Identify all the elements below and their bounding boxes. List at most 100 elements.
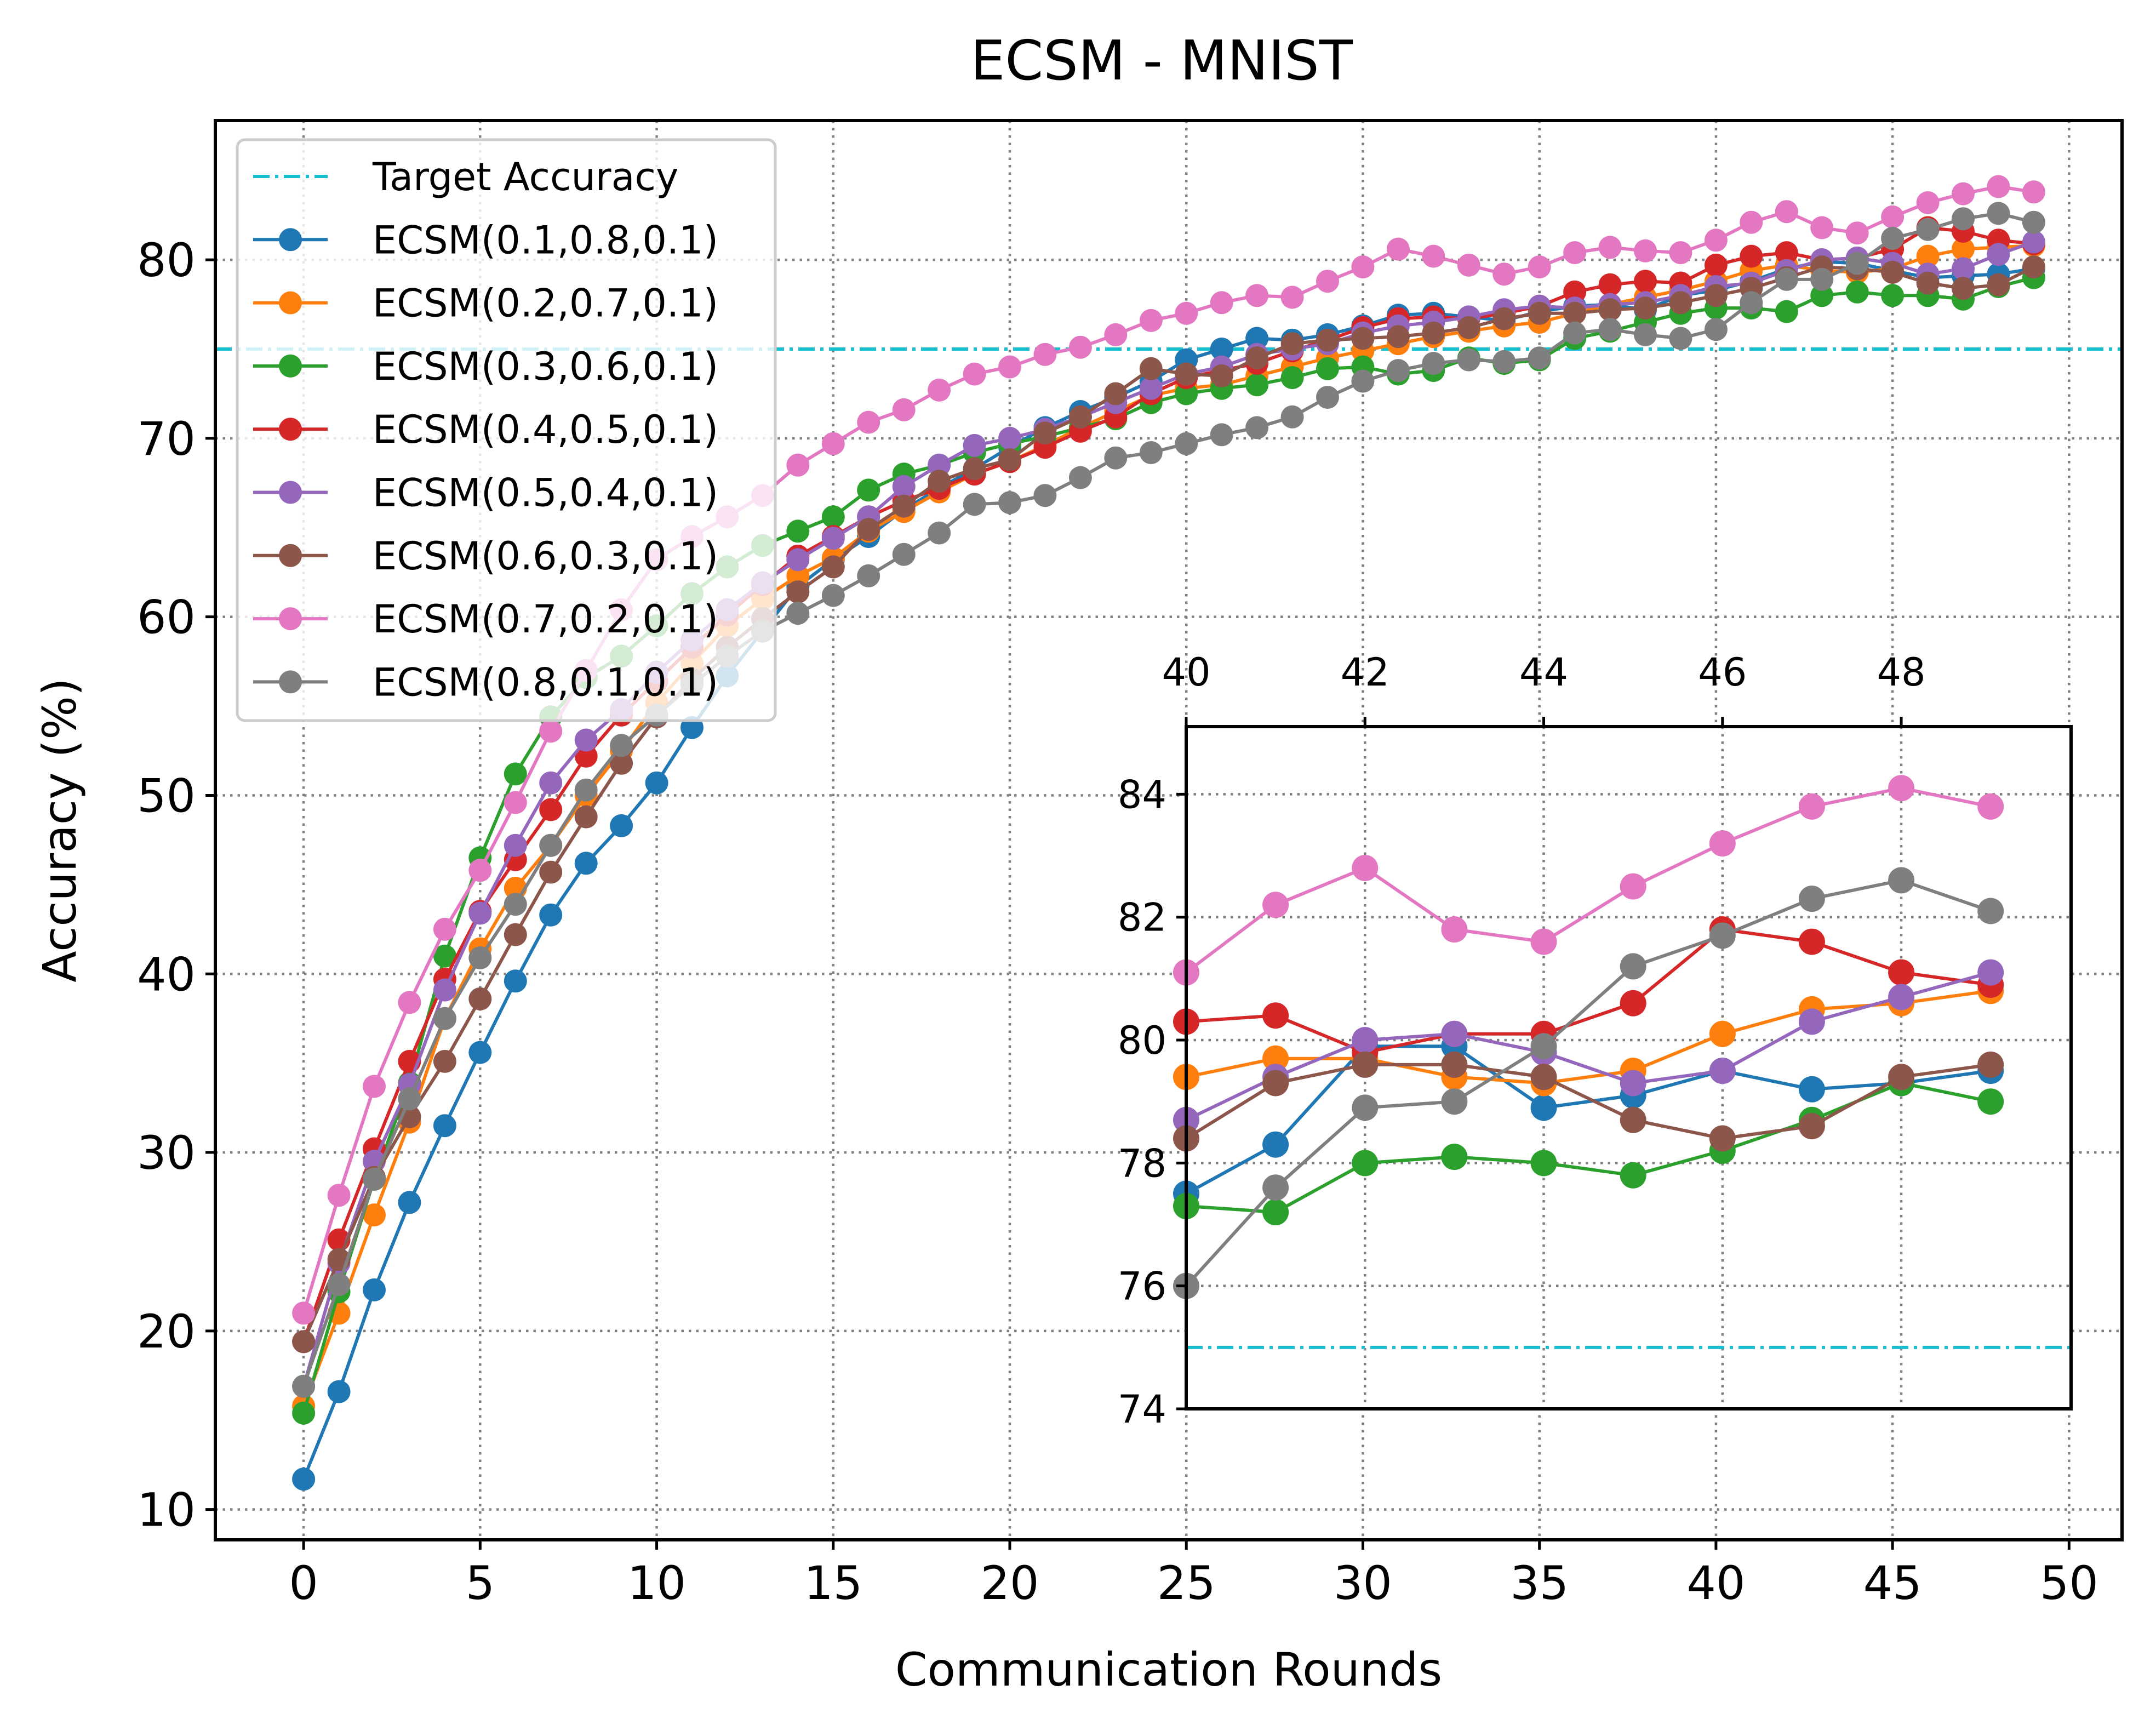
data-point — [574, 728, 598, 752]
data-point — [363, 1203, 386, 1227]
inset-data-point — [1352, 855, 1379, 881]
data-point — [1245, 416, 1269, 439]
inset-series-5 — [1173, 959, 2004, 1133]
inset-plot: 40 42 44 46 48 74 76 78 80 82 84 — [1118, 650, 2073, 1432]
data-point — [539, 860, 563, 884]
y-tick-label: 70 — [137, 412, 196, 466]
inset-data-point — [1352, 1150, 1379, 1177]
data-point — [786, 602, 810, 625]
data-point — [1528, 255, 1551, 279]
data-point — [1139, 309, 1163, 332]
data-point — [1175, 301, 1198, 325]
data-point — [1952, 237, 1975, 261]
data-point — [433, 1007, 456, 1030]
data-point — [1810, 216, 1834, 239]
data-point — [1280, 285, 1304, 309]
data-point — [892, 494, 916, 518]
data-point — [1422, 352, 1445, 375]
inset-series-line — [1185, 878, 1992, 1287]
main-y-ticks: 10 20 30 40 50 60 70 80 — [137, 233, 215, 1537]
data-point — [928, 378, 951, 402]
y-tick-label: 30 — [137, 1126, 196, 1180]
data-point — [1634, 270, 1657, 293]
data-point — [1139, 376, 1163, 400]
data-point — [1704, 284, 1728, 307]
data-point — [1987, 273, 2010, 296]
inset-data-point — [1888, 984, 1915, 1010]
inset-data-point — [1709, 1125, 1736, 1152]
inset-series-line — [1185, 970, 1991, 1122]
inset-series — [1173, 775, 2004, 1299]
data-point — [821, 584, 845, 607]
data-point — [1457, 348, 1480, 372]
data-point — [1210, 338, 1233, 361]
inset-data-point — [1888, 1064, 1915, 1090]
inset-data-point — [1352, 1051, 1379, 1078]
data-point — [504, 893, 527, 916]
inset-data-point — [1441, 916, 1468, 943]
inset-data-point — [1977, 959, 2004, 986]
data-point — [963, 493, 986, 516]
data-point — [398, 1191, 421, 1214]
y-tick-label: 80 — [137, 233, 196, 287]
data-point — [292, 1301, 316, 1325]
data-point — [1845, 280, 1869, 304]
inset-data-point — [1977, 1051, 2004, 1078]
data-point — [398, 1087, 421, 1111]
data-point — [363, 1278, 386, 1301]
data-point — [963, 433, 986, 457]
data-point — [963, 362, 986, 386]
inset-data-point — [1798, 1076, 1825, 1103]
data-point — [821, 555, 845, 579]
x-tick-label: 40 — [1686, 1556, 1745, 1610]
data-point — [1634, 239, 1657, 262]
inset-data-point — [1620, 1162, 1646, 1189]
data-point — [539, 719, 563, 743]
inset-data-point — [1530, 1033, 1557, 1060]
inset-data-point — [1620, 873, 1646, 900]
data-point — [1245, 373, 1269, 397]
data-point — [928, 521, 951, 545]
data-point — [327, 1273, 351, 1297]
inset-data-point — [1620, 990, 1646, 1017]
inset-data-point — [1262, 1174, 1289, 1201]
inset-data-point — [1530, 1064, 1557, 1090]
inset-data-point — [1530, 928, 1557, 955]
legend-label: ECSM(0.7,0.2,0.1) — [373, 597, 718, 642]
y-tick-label: 60 — [137, 591, 196, 644]
data-point — [821, 505, 845, 529]
data-point — [1280, 366, 1304, 390]
inset-data-point — [1798, 1113, 1825, 1140]
inset-data-point — [1709, 1058, 1736, 1084]
inset-data-point — [1620, 1106, 1646, 1133]
data-point — [1669, 327, 1692, 350]
data-point — [1669, 241, 1692, 265]
data-point — [398, 991, 421, 1014]
data-point — [504, 791, 527, 814]
inset-x-tick-label: 46 — [1698, 650, 1747, 695]
data-point — [433, 917, 456, 941]
data-point — [1245, 346, 1269, 370]
data-point — [468, 859, 492, 882]
data-point — [1104, 323, 1128, 346]
data-point — [1563, 301, 1587, 325]
data-point — [1916, 271, 1940, 295]
inset-series-line — [1186, 928, 1991, 1054]
x-tick-label: 0 — [289, 1556, 318, 1610]
data-point — [539, 903, 563, 927]
data-point — [1704, 318, 1728, 341]
data-point — [1775, 241, 1798, 265]
inset-y-tick-label: 80 — [1118, 1018, 1166, 1063]
legend-marker — [279, 354, 302, 378]
data-point — [857, 410, 880, 434]
data-point — [1068, 405, 1092, 429]
x-tick-label: 20 — [981, 1556, 1039, 1610]
data-point — [327, 1184, 351, 1207]
inset-x-ticks: 40 42 44 46 48 — [1162, 650, 1926, 727]
data-point — [786, 580, 810, 604]
data-point — [610, 814, 633, 837]
data-point — [1316, 386, 1339, 409]
data-point — [998, 355, 1021, 379]
inset-series-7 — [1173, 775, 2004, 986]
data-point — [1563, 280, 1587, 304]
